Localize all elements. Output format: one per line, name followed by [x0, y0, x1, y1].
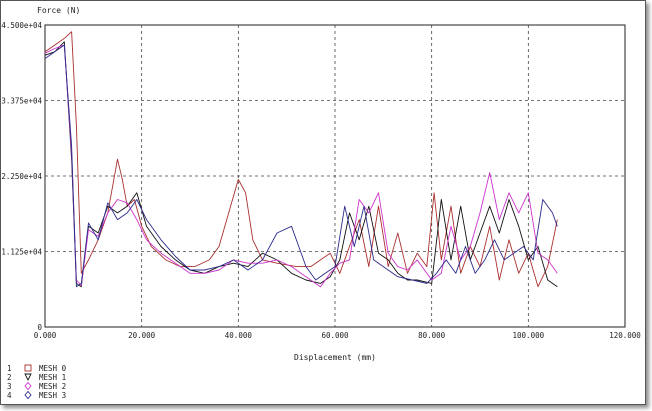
x-tick-label: 0.000: [34, 331, 57, 340]
y-tick-label: 3.375e+04: [1, 97, 42, 106]
x-tick-label: 100.000: [513, 331, 545, 340]
x-axis-label: Displacement (mm): [294, 353, 376, 362]
legend-number: 2: [7, 373, 12, 382]
y-tick-label: 4.500e+04: [1, 21, 42, 30]
x-tick-label: 80.000: [418, 331, 446, 340]
legend-marker-triangle-down-icon: [24, 373, 32, 382]
y-tick-label: 0: [37, 323, 42, 332]
series-line-1: [44, 41, 558, 288]
legend-label: MESH 1: [39, 373, 66, 382]
grid-lines: [45, 25, 625, 327]
y-tick-label: 2.250e+04: [1, 172, 42, 181]
series-line-3: [44, 44, 558, 288]
x-tick-label: 120.000: [609, 331, 641, 340]
legend-label: MESH 3: [39, 391, 66, 400]
legend-marker-square-icon: [24, 364, 32, 372]
x-tick-label: 20.000: [128, 331, 156, 340]
x-tick-label: 60.000: [321, 331, 349, 340]
chart-window: Force (N) 0.000 20.000 40.000 60.000 80.000 1…: [0, 0, 646, 405]
legend-label: MESH 2: [39, 382, 66, 391]
legend: 1 MESH 0 2 MESH 1 3 MESH 2 4 MESH 3: [7, 364, 67, 400]
y-axis-label: Force (N): [37, 6, 80, 15]
series-line-2: [44, 44, 558, 288]
legend-number: 1: [7, 364, 12, 373]
y-tick-label: 1.125e+04: [1, 248, 42, 257]
legend-label: MESH 0: [39, 364, 67, 373]
legend-marker-diamond-icon: [24, 381, 32, 391]
x-tick-label: 40.000: [225, 331, 253, 340]
chart-canvas: Force (N) 0.000 20.000 40.000 60.000 80.000 1…: [1, 6, 641, 400]
series-layer: [44, 31, 558, 288]
series-line-0: [44, 31, 558, 288]
tick-labels: 0.000 20.000 40.000 60.000 80.000 100.000 120.…: [1, 21, 641, 340]
legend-marker-diamond-icon: [24, 390, 32, 400]
legend-number: 3: [7, 382, 12, 391]
legend-number: 4: [7, 391, 12, 400]
